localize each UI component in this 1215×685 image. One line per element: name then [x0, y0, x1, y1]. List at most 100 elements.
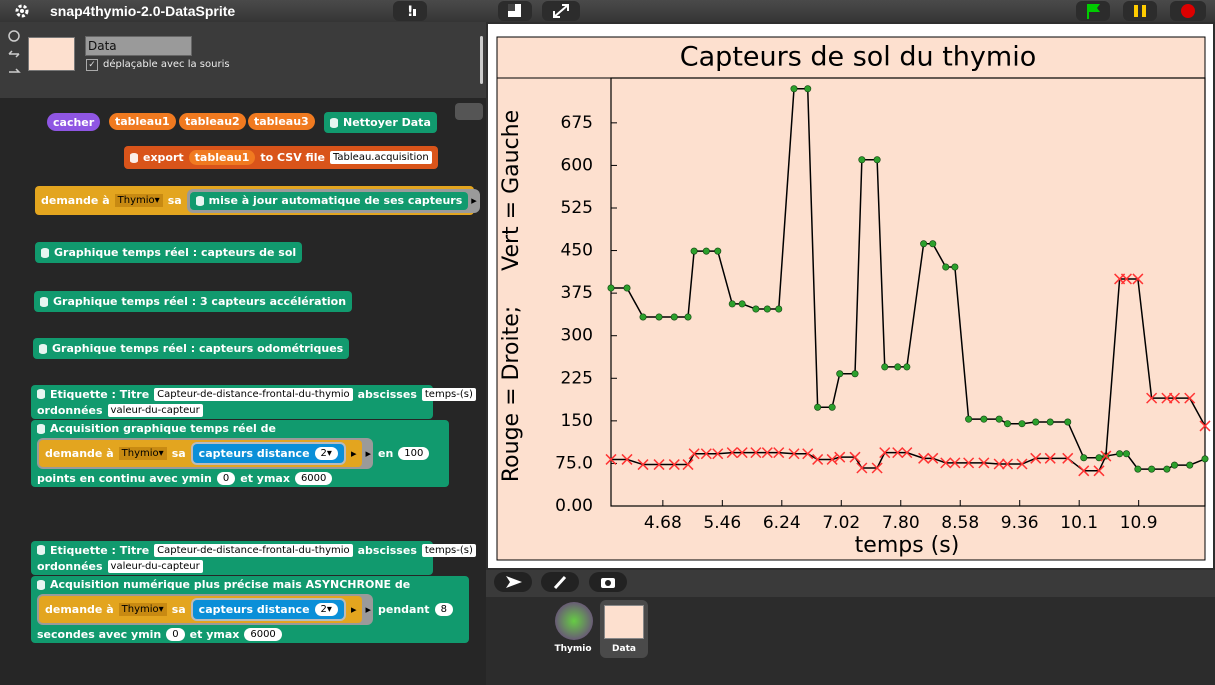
block[interactable]: capteurs distance 2▾ — [192, 600, 344, 619]
input-slot[interactable]: 0 — [166, 628, 185, 641]
marker — [802, 448, 814, 460]
dropdown[interactable]: Thymio▾ — [114, 194, 163, 207]
y-tick-label: 675 — [561, 113, 593, 133]
input-slot[interactable]: Tableau.acquisition — [329, 151, 432, 164]
draggable-checkbox[interactable]: ✓ — [86, 59, 98, 71]
marker — [1018, 420, 1026, 428]
unused-blocks-button[interactable]: ! — [393, 1, 427, 21]
dropdown[interactable]: 2▾ — [314, 447, 338, 460]
block-text: sa — [171, 603, 186, 616]
stage-chart: Capteurs de sol du thymio temps (s) Roug… — [488, 24, 1213, 568]
marker — [688, 448, 700, 460]
marker — [775, 305, 783, 313]
new-turtle-button[interactable] — [494, 572, 532, 592]
sprite-icon[interactable]: Thymio — [551, 600, 597, 658]
block[interactable]: Graphique temps réel : 3 capteurs accélé… — [34, 291, 353, 312]
input-slot[interactable]: 6000 — [244, 628, 282, 641]
marker — [738, 300, 746, 308]
input-slot[interactable]: Capteur-de-distance-frontal-du-thymio — [154, 543, 353, 557]
y-tick-label: 600 — [561, 155, 593, 175]
stop-button[interactable] — [1170, 1, 1206, 21]
marker — [1116, 450, 1124, 458]
ring: mise à jour automatique de ses capteurs ▸ — [186, 188, 480, 213]
marker — [1120, 273, 1132, 285]
block[interactable]: demande à Thymio▾ sa mise à jour automatiqu… — [35, 186, 480, 215]
marker — [812, 453, 824, 465]
input-slot[interactable]: valeur-du-capteur — [107, 559, 203, 573]
marker — [607, 284, 615, 292]
sprite-name-field[interactable]: Data — [85, 36, 192, 56]
block[interactable]: mise à jour automatique de ses capteurs — [189, 191, 469, 210]
dropdown[interactable]: Thymio▾ — [118, 603, 167, 616]
input-slot[interactable]: temps-(s) — [421, 387, 476, 401]
series-line — [611, 278, 1206, 472]
variable[interactable]: tableau1 — [109, 113, 176, 130]
marker — [927, 452, 939, 464]
marker — [814, 403, 822, 411]
y-tick-label: 375 — [561, 283, 593, 303]
marker — [1134, 465, 1142, 473]
block[interactable]: capteurs distance 2▾ — [192, 444, 344, 463]
block-text: Acquisition graphique temps réel de — [50, 422, 276, 435]
variable[interactable]: tableau2 — [179, 113, 246, 130]
x-tick-label: 7.80 — [882, 513, 920, 533]
input-slot[interactable]: Capteur-de-distance-frontal-du-thymio — [154, 387, 353, 401]
block[interactable]: Acquisition graphique temps réel de dema… — [31, 420, 449, 487]
marker — [942, 263, 950, 271]
sprite-icon[interactable]: Data — [600, 600, 648, 658]
marker — [621, 453, 633, 465]
input-slot[interactable]: 100 — [398, 447, 430, 460]
marker — [856, 462, 868, 474]
marker — [773, 447, 785, 459]
stage-size-button[interactable] — [498, 1, 532, 21]
input-slot[interactable]: 0 — [216, 472, 236, 485]
green-flag-button[interactable] — [1076, 1, 1110, 21]
marker — [993, 458, 1005, 470]
block[interactable]: Graphique temps réel : capteurs odométri… — [33, 338, 350, 359]
block[interactable]: Etiquette : Titre Capteur-de-distance-fro… — [31, 541, 476, 575]
marker — [736, 447, 748, 459]
block-text: et ymax — [240, 472, 290, 485]
input-slot[interactable]: temps-(s) — [421, 543, 476, 557]
marker — [668, 459, 680, 471]
y-tick-label: 225 — [561, 368, 593, 388]
block[interactable]: cacher — [47, 113, 101, 131]
paint-button[interactable] — [541, 572, 579, 592]
rotation-style-buttons[interactable] — [6, 28, 22, 78]
camera-button[interactable] — [589, 572, 627, 592]
input-slot[interactable]: 8 — [434, 603, 453, 616]
block-text: demande à — [45, 447, 114, 460]
ring: demande à Thymio▾ sa capteurs distance 2▾ ▸ ▸ — [37, 438, 373, 469]
block-text: cacher — [53, 115, 95, 129]
settings-icon[interactable] — [14, 3, 30, 19]
input-slot[interactable]: valeur-du-capteur — [107, 403, 203, 417]
block[interactable]: Acquisition numérique plus précise mais … — [31, 576, 469, 643]
presentation-button[interactable] — [542, 1, 580, 21]
pause-button[interactable] — [1123, 1, 1157, 21]
marker — [712, 448, 724, 460]
input-slot[interactable]: 6000 — [294, 472, 333, 485]
block[interactable]: Graphique temps réel : capteurs de sol — [35, 242, 303, 263]
marker — [963, 457, 975, 469]
dropdown-text: Thymio — [117, 195, 155, 206]
keyboard-button[interactable] — [455, 103, 483, 120]
block[interactable]: Etiquette : Titre Capteur-de-distance-fro… — [31, 385, 476, 419]
block-text: Graphique temps réel : capteurs odométri… — [52, 342, 344, 355]
variable[interactable]: tableau3 — [248, 113, 315, 130]
block[interactable]: demande à Thymio▾ sa capteurs distance 2▾ ▸ — [39, 596, 363, 623]
marker — [1148, 465, 1156, 473]
marker — [684, 313, 692, 321]
marker — [1062, 452, 1074, 464]
dropdown[interactable]: Thymio▾ — [118, 447, 167, 460]
marker — [836, 370, 844, 378]
block[interactable]: Nettoyer Data — [324, 112, 437, 133]
block-text: tableau3 — [254, 115, 309, 128]
marker — [826, 453, 838, 465]
marker — [951, 263, 959, 271]
block[interactable]: demande à Thymio▾ sa capteurs distance 2▾ ▸ — [39, 440, 363, 467]
block[interactable]: export tableau1 to CSV file Tableau.acquisi… — [124, 146, 438, 169]
marker — [682, 459, 694, 471]
marker — [1201, 455, 1209, 463]
variable[interactable]: tableau1 — [188, 150, 256, 165]
dropdown[interactable]: 2▾ — [314, 603, 338, 616]
